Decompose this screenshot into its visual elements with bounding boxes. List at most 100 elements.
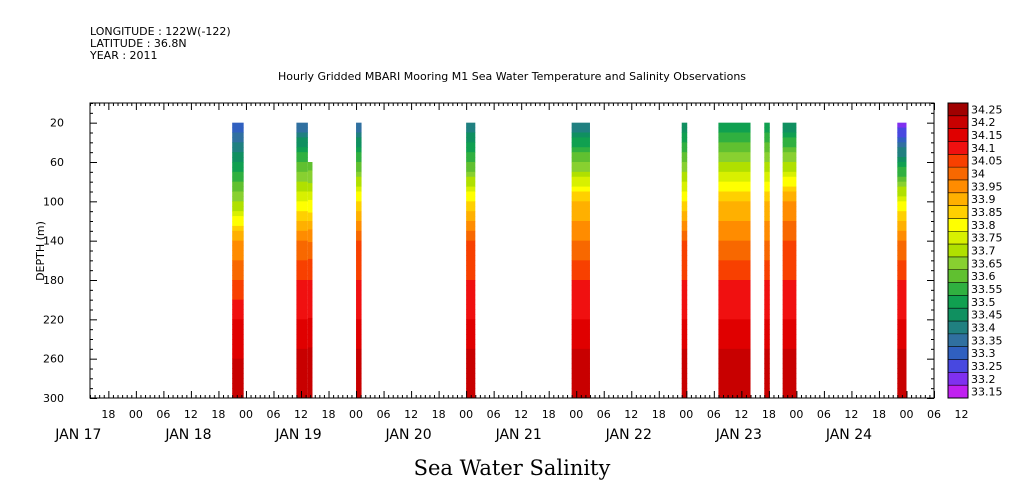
data-cell bbox=[356, 348, 362, 355]
x-hour-tick-label: 18 bbox=[652, 408, 666, 421]
data-cell bbox=[466, 142, 476, 148]
data-cell bbox=[466, 137, 476, 143]
x-hour-tick-label: 12 bbox=[955, 408, 969, 421]
data-cell bbox=[897, 122, 907, 129]
data-cell bbox=[356, 162, 362, 168]
data-cell bbox=[718, 373, 751, 379]
data-cell bbox=[782, 299, 797, 306]
data-cell bbox=[782, 191, 797, 197]
data-cell bbox=[571, 368, 590, 374]
data-cell bbox=[782, 353, 797, 360]
data-cell bbox=[296, 235, 308, 242]
y-tick-label: 300 bbox=[43, 392, 64, 405]
x-day-label: JAN 21 bbox=[495, 427, 542, 443]
data-cell bbox=[307, 343, 313, 348]
data-cell bbox=[718, 147, 751, 153]
x-hour-tick-label: 18 bbox=[432, 408, 446, 421]
data-cell bbox=[782, 294, 797, 301]
data-cell bbox=[356, 334, 362, 340]
data-cell bbox=[571, 137, 590, 143]
data-cell bbox=[571, 343, 590, 350]
data-cell bbox=[307, 233, 313, 239]
data-cell bbox=[307, 225, 313, 230]
colorbar-swatch bbox=[948, 359, 968, 373]
data-cell bbox=[356, 221, 362, 227]
x-hour-tick-label: 18 bbox=[762, 408, 776, 421]
data-cell bbox=[232, 166, 244, 173]
data-cell bbox=[782, 127, 797, 133]
data-cell bbox=[356, 171, 362, 178]
data-cell bbox=[681, 255, 688, 261]
data-cell bbox=[356, 393, 362, 399]
data-cell bbox=[782, 211, 797, 217]
data-cell bbox=[681, 348, 688, 355]
data-cell bbox=[307, 212, 313, 218]
data-cell bbox=[307, 309, 313, 315]
data-cell bbox=[296, 265, 308, 271]
data-cell bbox=[232, 275, 244, 281]
data-cell bbox=[681, 294, 688, 301]
data-cell bbox=[296, 245, 308, 251]
data-cell bbox=[296, 383, 308, 389]
x-day-label: JAN 17 bbox=[54, 427, 101, 443]
data-cell bbox=[466, 225, 476, 232]
data-cell bbox=[897, 304, 907, 310]
data-cell bbox=[356, 240, 362, 247]
data-cell bbox=[764, 353, 770, 360]
data-cell bbox=[718, 339, 751, 345]
data-cell bbox=[232, 176, 244, 183]
x-day-label: JAN 18 bbox=[164, 427, 211, 443]
data-cell bbox=[718, 383, 751, 389]
data-cell bbox=[466, 216, 476, 222]
data-cell bbox=[296, 284, 308, 291]
data-cell bbox=[232, 230, 244, 237]
data-cell bbox=[718, 289, 751, 296]
data-cell bbox=[571, 245, 590, 251]
data-cell bbox=[897, 324, 907, 330]
data-cell bbox=[681, 334, 688, 340]
data-cell bbox=[571, 250, 590, 256]
data-cell bbox=[296, 147, 308, 153]
data-cell bbox=[356, 329, 362, 335]
data-cell bbox=[718, 294, 751, 301]
colorbar-label: 33.3 bbox=[971, 347, 996, 360]
data-block bbox=[718, 122, 751, 399]
data-cell bbox=[718, 255, 751, 261]
data-cell bbox=[718, 324, 751, 330]
data-block bbox=[571, 122, 590, 399]
data-cell bbox=[296, 260, 308, 266]
data-cell bbox=[296, 329, 308, 335]
data-cell bbox=[356, 383, 362, 389]
data-cell bbox=[897, 157, 907, 163]
x-hour-tick-label: 18 bbox=[101, 408, 115, 421]
x-day-label: JAN 22 bbox=[605, 427, 652, 443]
data-cell bbox=[307, 162, 313, 167]
data-cell bbox=[897, 294, 907, 301]
data-cell bbox=[782, 176, 797, 183]
x-hour-tick-label: 12 bbox=[734, 408, 748, 421]
data-cell bbox=[718, 211, 751, 217]
data-cell bbox=[718, 260, 751, 266]
data-cell bbox=[764, 122, 770, 129]
data-cell bbox=[681, 186, 688, 192]
data-cell bbox=[681, 142, 688, 148]
data-cell bbox=[782, 250, 797, 256]
data-cell bbox=[681, 358, 688, 365]
data-cell bbox=[782, 216, 797, 222]
data-cell bbox=[718, 334, 751, 340]
data-cell bbox=[571, 353, 590, 360]
data-cell bbox=[571, 329, 590, 335]
data-cell bbox=[466, 348, 476, 355]
data-cell bbox=[232, 186, 244, 192]
data-cell bbox=[466, 358, 476, 365]
data-cell bbox=[681, 221, 688, 227]
data-cell bbox=[307, 372, 313, 378]
data-cell bbox=[897, 353, 907, 360]
x-hour-tick-label: 12 bbox=[624, 408, 638, 421]
data-cell bbox=[466, 383, 476, 389]
data-cell bbox=[307, 322, 313, 327]
data-cell bbox=[897, 289, 907, 296]
data-cell bbox=[571, 166, 590, 173]
data-cell bbox=[681, 260, 688, 266]
data-cell bbox=[718, 235, 751, 242]
